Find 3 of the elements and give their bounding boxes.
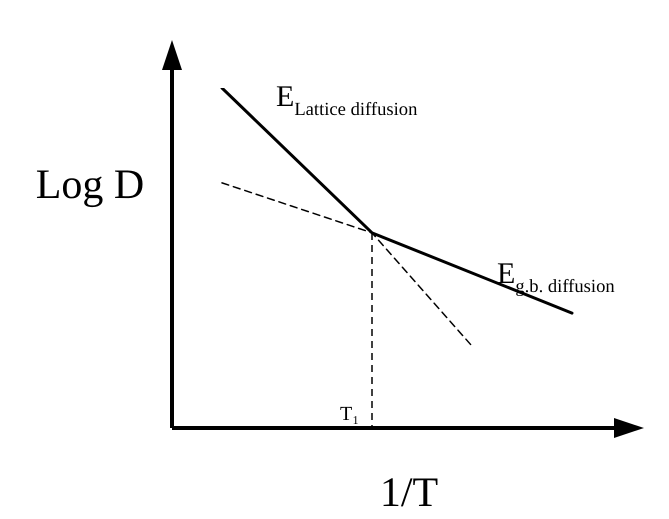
y-axis-title: Log D bbox=[36, 162, 144, 208]
x-axis-title: 1/T bbox=[380, 470, 438, 516]
annotation: T₁ bbox=[340, 403, 360, 425]
